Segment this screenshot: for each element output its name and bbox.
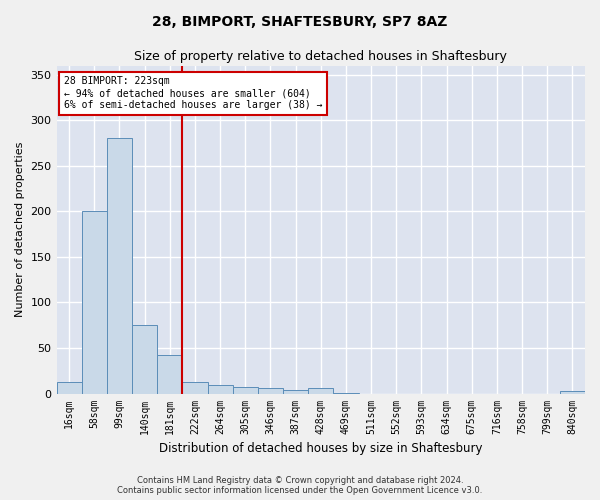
Bar — [182, 382, 208, 394]
Bar — [107, 138, 132, 394]
Bar — [82, 212, 107, 394]
Bar — [308, 388, 334, 394]
Text: 28, BIMPORT, SHAFTESBURY, SP7 8AZ: 28, BIMPORT, SHAFTESBURY, SP7 8AZ — [152, 15, 448, 29]
Bar — [258, 388, 283, 394]
Bar — [157, 356, 182, 394]
Bar — [283, 390, 308, 394]
X-axis label: Distribution of detached houses by size in Shaftesbury: Distribution of detached houses by size … — [159, 442, 482, 455]
Bar — [56, 382, 82, 394]
Bar — [208, 386, 233, 394]
Bar — [560, 391, 585, 394]
Text: 28 BIMPORT: 223sqm
← 94% of detached houses are smaller (604)
6% of semi-detache: 28 BIMPORT: 223sqm ← 94% of detached hou… — [64, 76, 323, 110]
Text: Contains HM Land Registry data © Crown copyright and database right 2024.
Contai: Contains HM Land Registry data © Crown c… — [118, 476, 482, 495]
Y-axis label: Number of detached properties: Number of detached properties — [15, 142, 25, 317]
Bar — [233, 387, 258, 394]
Title: Size of property relative to detached houses in Shaftesbury: Size of property relative to detached ho… — [134, 50, 507, 63]
Bar — [334, 392, 359, 394]
Bar — [132, 325, 157, 394]
